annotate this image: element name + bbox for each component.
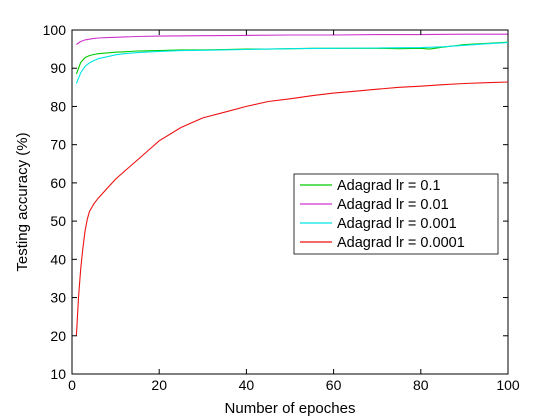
legend-label: Adagrad lr = 0.01 bbox=[337, 197, 449, 213]
legend-label: Adagrad lr = 0.0001 bbox=[337, 235, 465, 251]
y-tick-label: 50 bbox=[50, 213, 66, 229]
legend-label: Adagrad lr = 0.001 bbox=[337, 216, 457, 232]
legend-label: Adagrad lr = 0.1 bbox=[337, 178, 441, 194]
y-tick-label: 70 bbox=[50, 137, 66, 153]
y-tick-label: 80 bbox=[50, 98, 66, 114]
x-tick-label: 80 bbox=[413, 377, 429, 393]
y-axis-title: Testing accuracy (%) bbox=[14, 132, 31, 271]
y-tick-label: 20 bbox=[50, 328, 66, 344]
x-tick-label: 60 bbox=[326, 377, 342, 393]
series-lines bbox=[75, 33, 509, 336]
series-line-3 bbox=[75, 42, 509, 84]
y-tick-label: 60 bbox=[50, 175, 66, 191]
series-line-2 bbox=[76, 33, 508, 45]
y-tick-label: 100 bbox=[43, 22, 67, 38]
axis-ticks: 0 20 40 60 80 100 10 20 30 40 50 60 70 80 90 100 bbox=[43, 22, 520, 393]
legend-box bbox=[293, 173, 499, 255]
y-tick-label: 30 bbox=[50, 290, 66, 306]
x-axis-title: Number of epoches bbox=[225, 400, 356, 417]
x-tick-label: 0 bbox=[68, 377, 76, 393]
legend: Adagrad lr = 0.1 Adagrad lr = 0.01 Adagrad… bbox=[293, 173, 499, 255]
x-tick-label: 100 bbox=[496, 377, 520, 393]
x-tick-label: 40 bbox=[239, 377, 255, 393]
series-line-4 bbox=[75, 81, 509, 336]
y-tick-label: 90 bbox=[50, 60, 66, 76]
y-tick-label: 10 bbox=[50, 366, 66, 382]
x-tick-label: 20 bbox=[151, 377, 167, 393]
y-tick-label: 40 bbox=[50, 251, 66, 267]
